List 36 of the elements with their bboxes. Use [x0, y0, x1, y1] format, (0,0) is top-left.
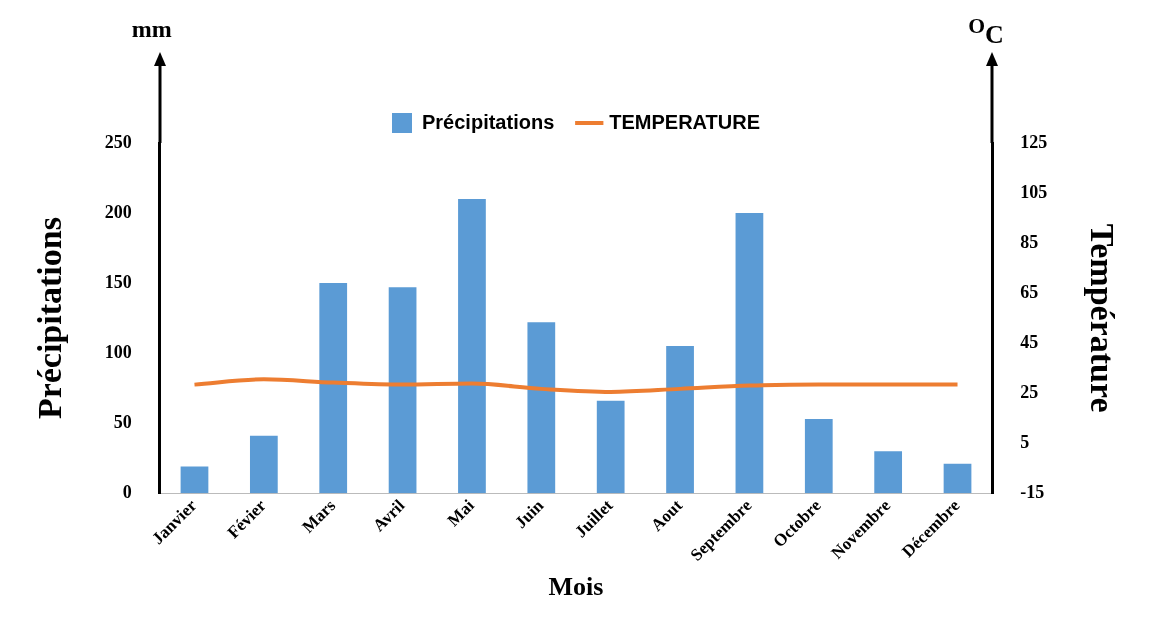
y2-tick-label: 65 — [1020, 281, 1039, 302]
y2-tick-label: 25 — [1020, 381, 1039, 402]
bar — [249, 435, 278, 494]
bar — [666, 346, 694, 494]
y-tick-label: 50 — [113, 411, 132, 432]
y2-tick-label: -15 — [1020, 481, 1045, 502]
bar — [527, 322, 556, 494]
bar — [596, 400, 625, 494]
bar — [388, 287, 417, 494]
y-axis-title: Précipitations — [31, 217, 69, 420]
text: mm — [131, 16, 172, 43]
y2-tick-label: 125 — [1020, 131, 1048, 152]
y-tick-label: 100 — [104, 341, 132, 362]
legend-label: Précipitations — [422, 110, 555, 133]
x-tick-label: Mai — [443, 495, 479, 531]
y2-tick-label: 105 — [1020, 181, 1048, 202]
line-series — [192, 377, 960, 394]
y-tick-label: 0 — [122, 481, 132, 502]
bar — [804, 418, 833, 494]
x-axis-title: Mois — [548, 572, 604, 602]
bar — [943, 463, 972, 494]
x-tick-label: Juin — [511, 495, 548, 533]
y2-tick-label: 85 — [1020, 231, 1039, 252]
y2-axis-title: Température — [1083, 223, 1121, 413]
bar — [735, 213, 764, 494]
bar — [180, 466, 209, 494]
bar — [458, 199, 486, 494]
bar — [319, 283, 348, 494]
y-tick-label: 200 — [104, 201, 132, 222]
bar — [874, 451, 903, 494]
legend-label: TEMPERATURE — [609, 110, 761, 133]
y2-tick-label: 45 — [1020, 331, 1039, 352]
y-tick-label: 250 — [104, 131, 132, 152]
text: $^{O}$C — [968, 14, 1004, 50]
y2-tick-label: 5 — [1020, 431, 1030, 452]
y-tick-label: 150 — [104, 271, 132, 292]
